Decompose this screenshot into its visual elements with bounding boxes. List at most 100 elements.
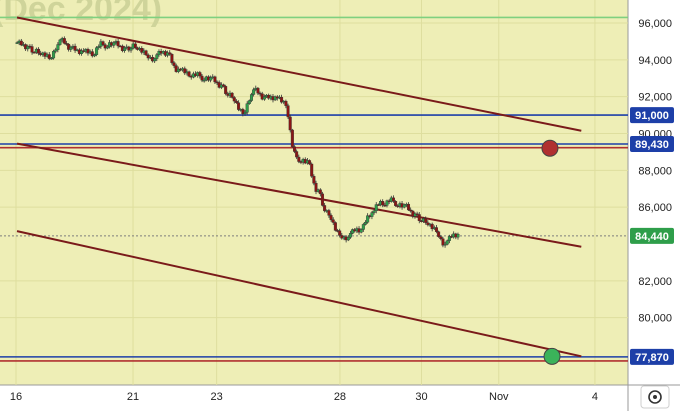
candle-body [97,46,101,48]
candle-body [232,97,236,102]
candle-body [329,215,333,220]
candle-body [280,96,284,103]
target-marker[interactable] [541,139,559,157]
candle-body [95,47,99,55]
candle-body [170,54,174,63]
candle-body [249,94,253,101]
candle-body [441,238,445,246]
candle-body [56,44,60,50]
trend-line[interactable] [16,16,582,132]
candle-body [153,58,157,62]
price-tick-label: 86,000 [638,202,672,214]
price-badge [630,227,674,244]
candle-body [67,43,71,50]
target-marker[interactable] [543,347,561,365]
candle-body [439,236,443,239]
candle-body [133,43,137,48]
candle-body [366,215,370,223]
price-tick-label: 80,000 [638,313,672,325]
candle-body [32,52,36,54]
candle-body [290,129,294,147]
candle-body [284,100,288,106]
candle-body [297,156,301,162]
candle-body [92,54,96,57]
candle-body [359,229,363,233]
candle-body [374,204,378,212]
candle-body [54,49,58,52]
candle-body [256,87,260,94]
candle-body [333,222,337,231]
trend-line[interactable] [16,142,582,248]
candle-body [202,79,206,82]
price-badge-label: 91,000 [635,110,669,122]
candle-body [241,109,245,115]
candle-body [26,45,30,50]
candle-body [361,224,365,230]
candle-body [73,45,77,51]
candle-body [295,151,299,158]
candle-body [103,44,107,49]
candle-body [402,204,406,208]
time-tick-label: Nov [489,391,509,403]
candle-body [385,200,389,206]
candle-body [237,102,241,110]
candle-body [183,68,187,74]
candle-body [394,201,398,206]
candle-body [222,84,226,87]
candle-body [187,71,191,77]
candle-body [260,93,264,100]
candle-body [213,76,217,83]
candle-body [15,42,19,44]
price-axis[interactable] [628,0,680,411]
candle-body [320,193,324,206]
candle-body [172,62,176,66]
candle-body [112,42,116,46]
time-axis[interactable] [0,385,628,411]
candle-body [288,116,292,131]
price-tick-label: 94,000 [638,55,672,67]
candle-body [168,52,172,55]
time-tick-label: 16 [10,391,22,403]
candle-body [69,46,73,50]
candle-body [49,57,53,60]
candle-body [310,163,314,177]
candle-body [258,92,262,95]
candle-body [101,41,105,45]
candle-body [314,183,318,192]
candle-body [86,49,90,54]
candle-body [80,50,84,54]
candlestick-series [15,36,460,248]
symbol-watermark: (Dec 2024) [0,0,162,28]
time-tick-label: 23 [211,391,223,403]
candle-body [47,54,51,59]
candle-body [381,201,385,206]
candle-body [123,47,127,51]
time-tick-label: 30 [415,391,427,403]
candle-body [417,214,421,221]
plot-area[interactable] [0,0,628,385]
time-tick-label: 21 [127,391,139,403]
candle-body [198,72,202,77]
trend-lines [16,16,582,358]
price-badge [630,348,674,365]
trend-line[interactable] [16,230,582,358]
candle-body [407,203,411,211]
candle-body [383,204,387,207]
candle-body [64,43,68,45]
price-tick-label: 88,000 [638,165,672,177]
settings-icon-center [653,395,657,399]
price-tick-label: 92,000 [638,92,672,104]
candle-body [62,38,66,44]
candle-body [372,210,376,213]
candle-body [434,227,438,232]
price-badge [630,135,674,152]
chart-settings-button[interactable] [640,385,670,409]
candle-body [230,92,234,98]
candle-body [234,100,238,103]
candle-body [52,51,56,59]
candle-body [447,236,451,241]
candle-body [176,68,180,72]
grid-lines [0,0,628,385]
candle-body [391,197,395,202]
